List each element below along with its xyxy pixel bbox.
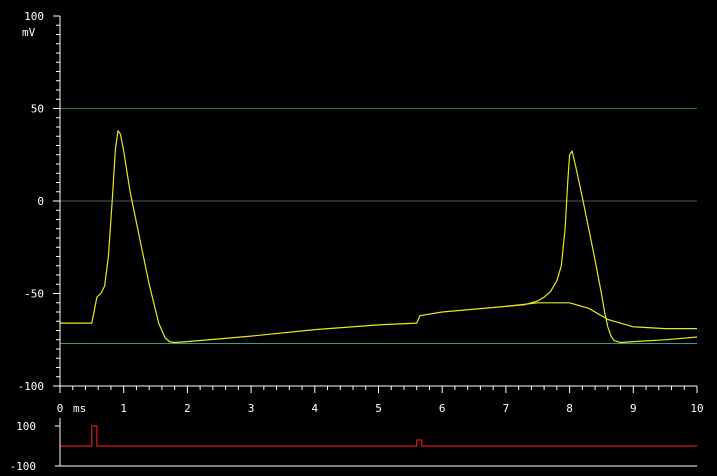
reference-lines xyxy=(60,108,697,344)
stimulus-traces xyxy=(60,425,697,447)
voltage-plot-area: 0 1 2 3 4 5 6 7 8 9 10 100 50 0 -50 -100 mV ms xyxy=(18,10,704,415)
voltage-trace-0 xyxy=(60,130,698,344)
x-tick-label: 1 xyxy=(120,402,127,415)
x-tick-label: 6 xyxy=(439,402,446,415)
y-tick-label: 0 xyxy=(37,195,44,208)
stim-tick-marks xyxy=(55,425,60,467)
x-tick-label: 9 xyxy=(630,402,637,415)
x-tick-label: 0 xyxy=(57,402,64,415)
x-tick-label: 2 xyxy=(184,402,191,415)
y-tick-label: -50 xyxy=(24,288,44,301)
x-tick-label: 3 xyxy=(248,402,255,415)
tick-labels: 0 1 2 3 4 5 6 7 8 9 10 100 50 0 -50 -100 xyxy=(18,10,704,415)
y-tick-label: -100 xyxy=(18,380,45,393)
voltage-traces xyxy=(60,130,698,344)
y-tick-label: 50 xyxy=(31,103,44,116)
stimulus-plot-area: 100 -100 xyxy=(10,418,697,473)
x-tick-label: 7 xyxy=(503,402,510,415)
x-unit-label: ms xyxy=(73,402,86,415)
stim-y-tick-label: 100 xyxy=(16,420,36,433)
y-unit-label: mV xyxy=(22,26,36,39)
stim-y-tick-label: -100 xyxy=(10,460,37,473)
x-tick-label: 4 xyxy=(311,402,318,415)
x-tick-label: 8 xyxy=(566,402,573,415)
stim-tick-labels: 100 -100 xyxy=(10,420,37,473)
y-tick-label: 100 xyxy=(24,10,44,23)
x-tick-label: 5 xyxy=(375,402,382,415)
stimulus-trace-0 xyxy=(60,425,697,447)
x-tick-label: 10 xyxy=(690,402,703,415)
tick-marks xyxy=(53,15,698,393)
voltage-trace-1 xyxy=(505,302,697,330)
